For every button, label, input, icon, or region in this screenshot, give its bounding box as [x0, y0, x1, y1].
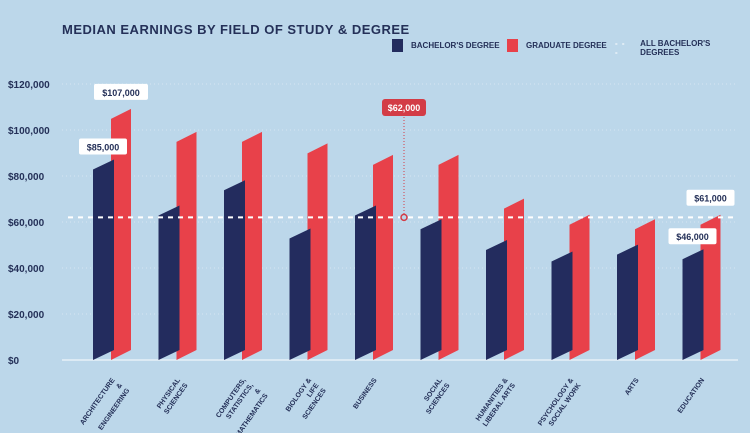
y-tick-label: $60,000	[8, 218, 45, 229]
x-tick-label: ARTS	[624, 377, 641, 397]
annotation-box	[668, 228, 717, 245]
reference-label: $62,000	[388, 103, 421, 113]
bar-graduate	[569, 214, 590, 360]
y-tick-label: $0	[8, 356, 20, 367]
bar-bachelor	[158, 205, 180, 360]
bar-graduate	[307, 143, 328, 360]
legend-bachelor: BACHELOR'S DEGREE	[392, 39, 500, 52]
legend-label: GRADUATE DEGREE	[526, 41, 607, 50]
x-tick-label: PSYCHOLOGY &SOCIAL WORK	[537, 377, 582, 432]
x-tick-label: BUSINESS	[352, 377, 378, 411]
bar-graduate	[635, 219, 655, 360]
x-tick-label: SOCIALSCIENCES	[418, 377, 452, 416]
chart-title: MEDIAN EARNINGS BY FIELD OF STUDY & DEGR…	[62, 22, 410, 37]
legend-swatch-bachelor	[392, 39, 403, 52]
x-tick-label: HUMANITIES &LIBERAL ARTS	[475, 377, 518, 428]
reference-marker	[400, 213, 408, 222]
legend-dash-icon: - - -	[615, 39, 626, 57]
annotation-label: $107,000	[102, 88, 140, 98]
reference-callout	[382, 99, 426, 116]
legend-graduate: GRADUATE DEGREE	[507, 39, 607, 52]
legend-swatch-graduate	[507, 39, 518, 52]
y-tick-label: $40,000	[8, 264, 45, 275]
annotation-box	[686, 189, 735, 206]
x-tick-label: ARCHITECTURE&ENGINEERING	[79, 377, 131, 433]
bar-bachelor	[682, 249, 704, 360]
bar-bachelor	[420, 219, 442, 360]
bar-bachelor	[355, 205, 376, 360]
y-tick-label: $100,000	[8, 126, 50, 137]
y-tick-label: $20,000	[8, 310, 45, 321]
legend-label: ALL BACHELOR'S DEGREES	[640, 39, 711, 57]
x-tick-label: BIOLOGY &LIFESCIENCES	[285, 377, 328, 424]
annotation-box	[94, 83, 148, 100]
annotation-box	[79, 138, 127, 155]
bar-bachelor	[486, 240, 507, 360]
y-tick-label: $80,000	[8, 172, 45, 183]
bar-graduate	[111, 108, 131, 361]
bar-bachelor	[224, 180, 245, 360]
y-tick-label: $120,000	[8, 80, 50, 91]
x-tick-label: PHYSICALSCIENCES	[156, 377, 190, 416]
bar-graduate	[176, 131, 197, 360]
bar-graduate	[700, 214, 721, 360]
x-tick-label: COMPUTERS,STATISTICS,&MATHEMATICS	[213, 377, 270, 433]
bar-bachelor	[617, 244, 638, 360]
bar-bachelor	[289, 228, 311, 360]
annotation-label: $46,000	[676, 232, 709, 242]
x-tick-label: EDUCATION	[677, 377, 706, 415]
annotation-label: $85,000	[87, 143, 120, 153]
annotation-label: $61,000	[694, 194, 727, 204]
bar-graduate	[242, 131, 262, 360]
bar-graduate	[438, 154, 459, 360]
legend-reference: - - - ALL BACHELOR'S DEGREES	[615, 39, 750, 57]
legend-label: BACHELOR'S DEGREE	[411, 41, 500, 50]
bar-graduate	[373, 154, 393, 360]
bar-bachelor	[551, 251, 573, 360]
bar-graduate	[504, 198, 524, 360]
bar-bachelor	[93, 159, 114, 360]
